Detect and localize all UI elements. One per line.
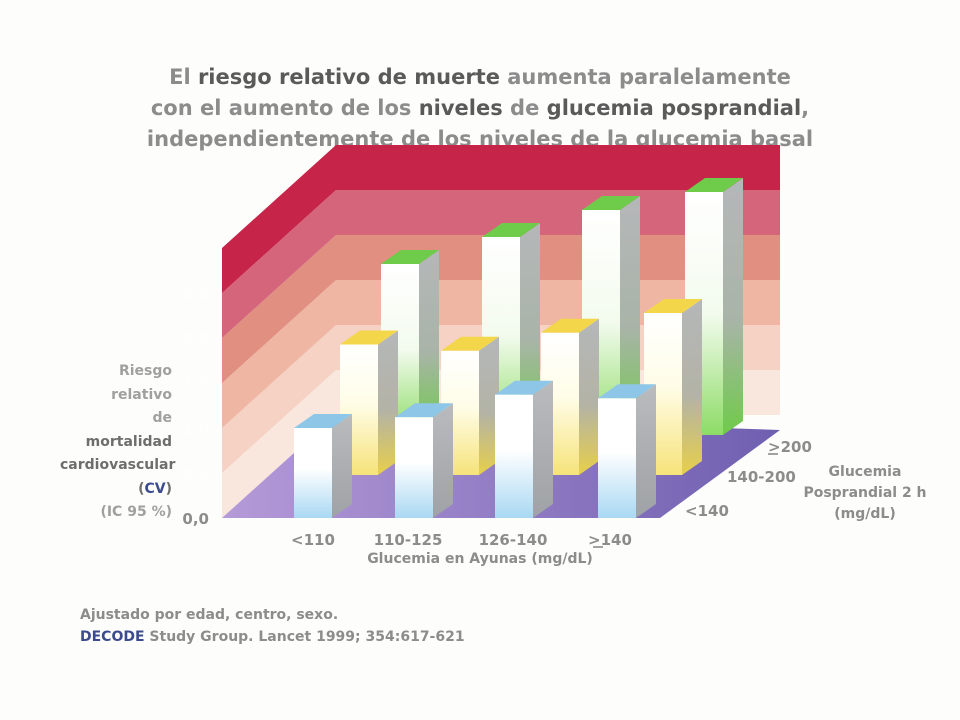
footnote-source: DECODE Study Group. Lancet 1999; 354:617… (80, 629, 465, 645)
depth-tick-label: <140 (685, 502, 729, 520)
y-tick-label: 1,0 (182, 420, 209, 438)
bar (495, 394, 533, 518)
bar-cap (395, 403, 453, 418)
bar-cap (482, 223, 540, 237)
bar-side (682, 299, 702, 475)
depth-axis-ticks: <140 140-200 >200 (685, 438, 812, 520)
bar (598, 398, 636, 518)
bar-cap (381, 250, 439, 264)
y-tick-label: 1,5 (182, 375, 209, 393)
title-line-1: El riesgo relativo de muerte aumenta par… (169, 65, 791, 89)
bar-side (378, 330, 398, 475)
y-tick-label: 2,0 (182, 330, 209, 348)
depth-axis-label: Glucemia Posprandial 2 h (mg/dL) (800, 462, 930, 525)
z-label-line: Glucemia (828, 464, 902, 480)
bar-side (636, 384, 656, 518)
bar-side (332, 414, 352, 518)
x-axis-label: Glucemia en Ayunas (mg/dL) (367, 551, 593, 567)
bar-side (479, 336, 499, 475)
bar-cap (541, 318, 599, 333)
y-label-line: (IC 95 %) (100, 504, 172, 520)
bar-cap (598, 384, 656, 399)
wall-band (222, 280, 336, 428)
y-tick-label: 0,0 (182, 510, 209, 528)
bar-side (419, 250, 439, 435)
bar-cap (644, 299, 702, 313)
y-tick-label: 2,5 (182, 285, 209, 303)
y-tick-label: 0,5 (182, 465, 209, 483)
footnote: Ajustado por edad, centro, sexo. DECODE … (80, 604, 465, 648)
bar-cap (294, 414, 352, 428)
y-axis-ticks: 0,0 0,5 1,0 1,5 2,0 2,5 (182, 285, 209, 528)
y-label-line: Riesgo (118, 363, 172, 379)
bar (294, 428, 332, 518)
bar-group (294, 178, 743, 518)
x-tick-label: >140 (588, 531, 632, 549)
x-axis-ticks: <110 110-125 126-140 >140 (291, 531, 632, 549)
bar-cap (495, 380, 553, 395)
bar-side (579, 318, 599, 475)
bar-cap (582, 196, 640, 210)
x-tick-label: <110 (291, 531, 335, 549)
wall-band (222, 235, 336, 383)
bar-side (723, 178, 743, 435)
title-line-2: con el aumento de los niveles de glucemi… (150, 96, 810, 120)
bar-cap (441, 336, 499, 351)
y-label-line: (CV) (138, 480, 172, 497)
y-label-line: mortalidad (85, 433, 172, 450)
bar (395, 417, 433, 518)
wall-band (222, 325, 336, 473)
z-label-line: Posprandial 2 h (803, 485, 927, 501)
z-label-line: (mg/dL) (834, 506, 896, 522)
x-tick-label: 110-125 (374, 531, 443, 549)
bar-cap (685, 178, 743, 192)
x-tick-label: 126-140 (479, 531, 548, 549)
bar-side (433, 403, 453, 518)
footnote-adjustment: Ajustado por edad, centro, sexo. (80, 607, 339, 623)
y-label-line: de (152, 410, 172, 426)
wall-band (222, 145, 336, 293)
y-axis-label: Riesgo relativo de mortalidad cardiovasc… (60, 360, 176, 525)
depth-tick-label: 140-200 (727, 468, 796, 486)
bar-cap (340, 330, 398, 345)
y-label-line: cardiovascular (60, 457, 176, 473)
wall-band (222, 370, 336, 518)
wall-band (222, 190, 336, 338)
depth-tick-label: >200 (768, 438, 812, 456)
y-label-line: relativo (111, 386, 172, 403)
bar-side (620, 196, 640, 435)
bar-side (533, 380, 553, 518)
